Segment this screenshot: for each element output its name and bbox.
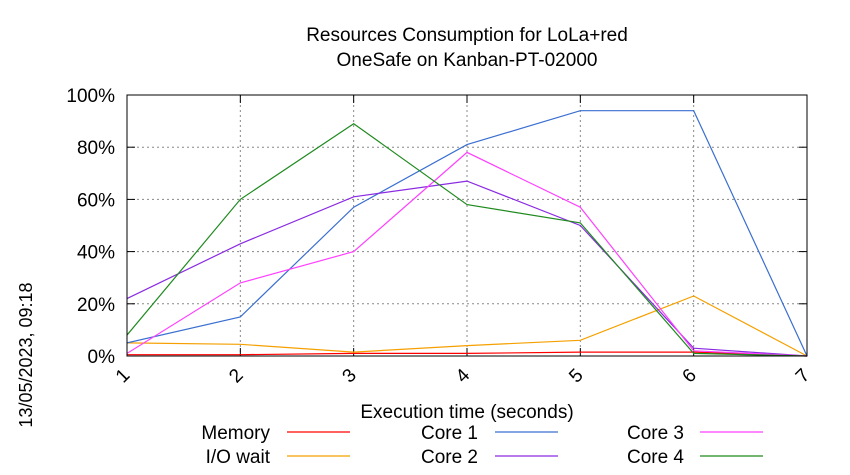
timestamp-label: 13/05/2023, 09:18 xyxy=(16,282,36,427)
x-tick-label: 1 xyxy=(112,365,134,387)
series-lines xyxy=(126,110,808,357)
legend-label: Memory xyxy=(201,423,270,444)
y-tick-label: 60% xyxy=(77,190,115,211)
series-line-memory xyxy=(127,351,808,357)
plot-frame xyxy=(126,94,808,357)
y-tick-label: 0% xyxy=(88,347,116,368)
series-line-core-3 xyxy=(126,151,808,357)
series-line-core-2 xyxy=(126,180,808,357)
legend-label: Core 4 xyxy=(627,447,684,468)
x-tick-label: 7 xyxy=(792,365,814,387)
legend-label: Core 1 xyxy=(421,423,478,444)
legend-label: I/O wait xyxy=(206,447,271,468)
x-tick-label: 5 xyxy=(565,365,587,387)
chart-subtitle: OneSafe on Kanban-PT-02000 xyxy=(337,50,598,71)
x-tick-label: 4 xyxy=(452,365,475,388)
x-tick-label: 3 xyxy=(339,365,361,387)
y-tick-label: 80% xyxy=(77,138,115,159)
y-tick-label: 20% xyxy=(77,295,115,316)
series-line-i-o-wait xyxy=(126,295,808,357)
y-tick-label: 40% xyxy=(77,243,115,264)
series-line-core-1 xyxy=(126,110,808,357)
axis-ticks: 0% 20% 40% 60% 80% 100% 1 2 3 4 5 6 7 xyxy=(66,86,814,387)
y-tick-label: 100% xyxy=(66,86,115,107)
x-tick-label: 6 xyxy=(679,365,701,387)
legend: Memory I/O wait Core 1 Core 2 Core 3 Core 4 xyxy=(201,423,763,468)
series-line-core-4 xyxy=(126,122,808,357)
legend-label: Core 2 xyxy=(421,447,478,468)
legend-label: Core 3 xyxy=(627,423,684,444)
x-tick-label: 2 xyxy=(225,365,247,387)
chart-title: Resources Consumption for LoLa+red xyxy=(306,25,628,46)
x-axis-label: Execution time (seconds) xyxy=(360,402,573,423)
